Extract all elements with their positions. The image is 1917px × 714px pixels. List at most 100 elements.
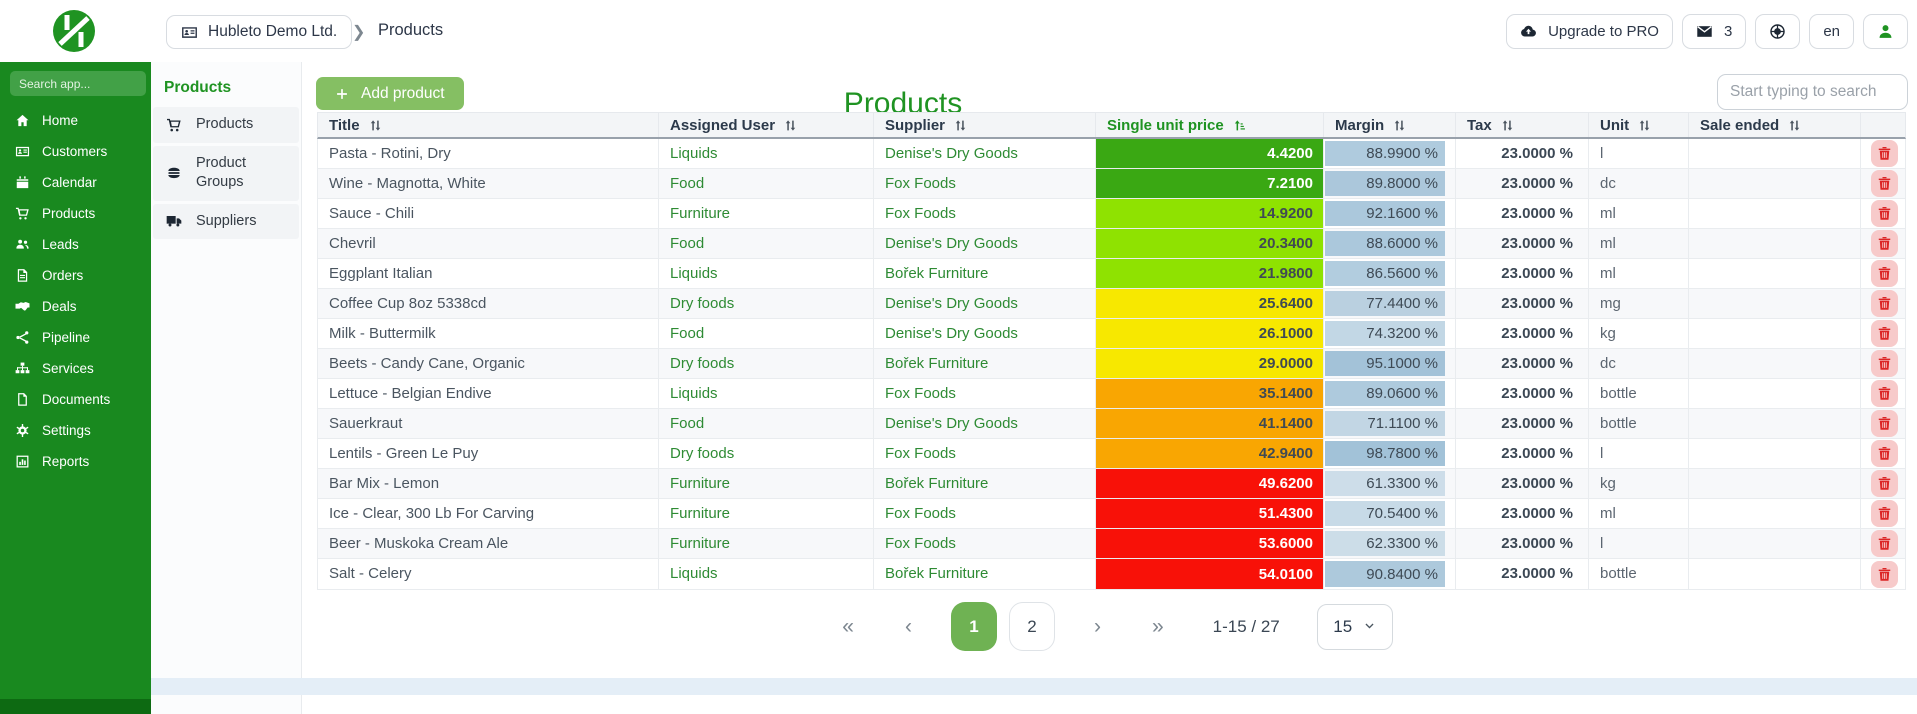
cell-supplier[interactable]: Fox Foods <box>874 169 1096 198</box>
cell-supplier[interactable]: Bořek Furniture <box>874 559 1096 589</box>
cell-assigned-user[interactable]: Liquids <box>659 259 874 288</box>
user-menu-button[interactable] <box>1863 14 1908 49</box>
cell-supplier[interactable]: Denise's Dry Goods <box>874 139 1096 168</box>
delete-button[interactable] <box>1870 530 1898 557</box>
table-row[interactable]: Beets - Candy Cane, Organic Dry foods Boře… <box>318 349 1905 379</box>
delete-button[interactable] <box>1870 410 1898 437</box>
delete-button[interactable] <box>1870 260 1898 287</box>
sidebar-item-documents[interactable]: Documents <box>0 384 151 415</box>
sidebar-item-settings[interactable]: Settings <box>0 415 151 446</box>
cell-supplier[interactable]: Fox Foods <box>874 439 1096 468</box>
cell-supplier[interactable]: Fox Foods <box>874 379 1096 408</box>
cell-assigned-user[interactable]: Dry foods <box>659 349 874 378</box>
table-row[interactable]: Bar Mix - Lemon Furniture Bořek Furniture 4… <box>318 469 1905 499</box>
app-search-input[interactable] <box>10 71 146 96</box>
submenu-item-suppliers[interactable]: Suppliers <box>153 203 299 240</box>
cell-supplier[interactable]: Fox Foods <box>874 499 1096 528</box>
delete-button[interactable] <box>1870 380 1898 407</box>
pagination-page-1[interactable]: 1 <box>950 602 997 651</box>
column-header-assigned-user[interactable]: Assigned User <box>659 113 874 137</box>
submenu-item-products[interactable]: Products <box>153 107 299 143</box>
sidebar-item-services[interactable]: Services <box>0 353 151 384</box>
pagination-prev-button[interactable]: ‹ <box>904 614 912 638</box>
table-search-input[interactable] <box>1717 74 1908 110</box>
column-header-single-unit-price[interactable]: Single unit price <box>1096 113 1324 137</box>
delete-button[interactable] <box>1870 170 1898 197</box>
cell-supplier[interactable]: Fox Foods <box>874 529 1096 558</box>
sidebar-item-orders[interactable]: Orders <box>0 260 151 291</box>
cell-assigned-user[interactable]: Liquids <box>659 379 874 408</box>
pagination-next-button[interactable]: › <box>1093 614 1101 638</box>
column-header-margin[interactable]: Margin <box>1324 113 1456 137</box>
cell-assigned-user[interactable]: Food <box>659 319 874 348</box>
table-row[interactable]: Sauce - Chili Furniture Fox Foods 14.9200 92… <box>318 199 1905 229</box>
company-selector[interactable]: Hubleto Demo Ltd. <box>166 15 353 49</box>
cell-assigned-user[interactable]: Food <box>659 409 874 438</box>
cell-assigned-user[interactable]: Liquids <box>659 139 874 168</box>
table-row[interactable]: Sauerkraut Food Denise's Dry Goods 41.1400 7… <box>318 409 1905 439</box>
language-selector[interactable]: en <box>1809 14 1854 49</box>
pagination-first-button[interactable]: « <box>842 614 854 638</box>
upgrade-to-pro-button[interactable]: Upgrade to PRO <box>1506 14 1673 49</box>
cell-assigned-user[interactable]: Furniture <box>659 529 874 558</box>
table-row[interactable]: Chevril Food Denise's Dry Goods 20.3400 88.6… <box>318 229 1905 259</box>
cell-supplier[interactable]: Denise's Dry Goods <box>874 409 1096 438</box>
table-row[interactable]: Milk - Buttermilk Food Denise's Dry Goods 2… <box>318 319 1905 349</box>
cell-assigned-user[interactable]: Furniture <box>659 499 874 528</box>
table-row[interactable]: Eggplant Italian Liquids Bořek Furniture 21… <box>318 259 1905 289</box>
delete-button[interactable] <box>1870 440 1898 467</box>
cell-supplier[interactable]: Bořek Furniture <box>874 349 1096 378</box>
delete-button[interactable] <box>1870 350 1898 377</box>
sidebar-item-home[interactable]: Home <box>0 105 151 136</box>
sidebar-item-reports[interactable]: Reports <box>0 446 151 477</box>
table-row[interactable]: Wine - Magnotta, White Food Fox Foods 7.210… <box>318 169 1905 199</box>
page-size-selector[interactable]: 15 <box>1316 603 1393 650</box>
add-product-button[interactable]: Add product <box>316 77 464 110</box>
cell-assigned-user[interactable]: Dry foods <box>659 439 874 468</box>
delete-button[interactable] <box>1870 500 1898 527</box>
column-header-unit[interactable]: Unit <box>1589 113 1689 137</box>
table-row[interactable]: Beer - Muskoka Cream Ale Furniture Fox Foo… <box>318 529 1905 559</box>
table-row[interactable]: Lentils - Green Le Puy Dry foods Fox Foods… <box>318 439 1905 469</box>
cell-assigned-user[interactable]: Food <box>659 169 874 198</box>
sidebar-item-products[interactable]: Products <box>0 198 151 229</box>
delete-button[interactable] <box>1870 200 1898 227</box>
cell-assigned-user[interactable]: Liquids <box>659 559 874 589</box>
submenu-item-product-groups[interactable]: Product Groups <box>153 145 299 201</box>
column-header-sale-ended[interactable]: Sale ended <box>1689 113 1861 137</box>
sidebar-item-calendar[interactable]: Calendar <box>0 167 151 198</box>
cell-supplier[interactable]: Denise's Dry Goods <box>874 229 1096 258</box>
table-row[interactable]: Salt - Celery Liquids Bořek Furniture 54.01… <box>318 559 1905 589</box>
column-header-supplier[interactable]: Supplier <box>874 113 1096 137</box>
column-header-tax[interactable]: Tax <box>1456 113 1589 137</box>
pagination-last-button[interactable]: » <box>1151 614 1164 638</box>
sidebar-item-customers[interactable]: Customers <box>0 136 151 167</box>
sidebar-item-leads[interactable]: Leads <box>0 229 151 260</box>
pagination-page-2[interactable]: 2 <box>1008 602 1055 651</box>
delete-button[interactable] <box>1870 470 1898 497</box>
cell-assigned-user[interactable]: Furniture <box>659 469 874 498</box>
delete-button[interactable] <box>1870 320 1898 347</box>
table-row[interactable]: Lettuce - Belgian Endive Liquids Fox Foods… <box>318 379 1905 409</box>
cell-supplier[interactable]: Fox Foods <box>874 199 1096 228</box>
sidebar-item-deals[interactable]: Deals <box>0 291 151 322</box>
table-row[interactable]: Pasta - Rotini, Dry Liquids Denise's Dry G… <box>318 139 1905 169</box>
help-button[interactable] <box>1755 14 1801 49</box>
delete-button[interactable] <box>1870 560 1898 588</box>
column-header-title[interactable]: Title <box>318 113 659 137</box>
cell-supplier[interactable]: Denise's Dry Goods <box>874 289 1096 318</box>
cell-assigned-user[interactable]: Dry foods <box>659 289 874 318</box>
cell-supplier[interactable]: Bořek Furniture <box>874 469 1096 498</box>
cell-assigned-user[interactable]: Furniture <box>659 199 874 228</box>
delete-button[interactable] <box>1870 230 1898 257</box>
table-row[interactable]: Coffee Cup 8oz 5338cd Dry foods Denise's D… <box>318 289 1905 319</box>
hubleto-logo[interactable] <box>50 7 98 55</box>
cell-supplier[interactable]: Bořek Furniture <box>874 259 1096 288</box>
cell-assigned-user[interactable]: Food <box>659 229 874 258</box>
sidebar-item-pipeline[interactable]: Pipeline <box>0 322 151 353</box>
cell-supplier[interactable]: Denise's Dry Goods <box>874 319 1096 348</box>
delete-button[interactable] <box>1870 290 1898 317</box>
notifications-button[interactable]: 3 <box>1681 14 1747 49</box>
table-row[interactable]: Ice - Clear, 300 Lb For Carving Furniture… <box>318 499 1905 529</box>
delete-button[interactable] <box>1870 140 1898 167</box>
